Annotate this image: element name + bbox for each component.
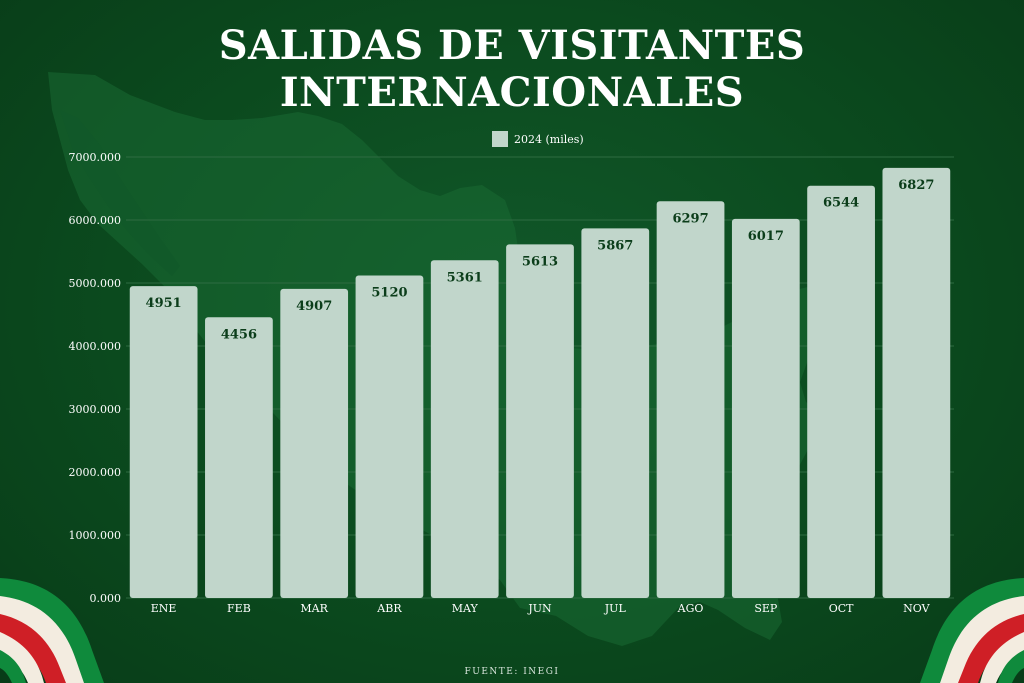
bar bbox=[205, 317, 273, 598]
chart-title: SALIDAS DE VISITANTES INTERNACIONALES bbox=[218, 22, 806, 116]
bar-value-label: 6017 bbox=[748, 229, 784, 244]
bar-value-label: 5361 bbox=[447, 270, 483, 285]
bar-value-label: 6544 bbox=[823, 196, 859, 211]
bar bbox=[280, 288, 349, 598]
y-tick-label: 6000.000 bbox=[69, 214, 122, 227]
y-axis-ticks: 0.000 1000.000 2000.000 3000.000 4000.000 500… bbox=[69, 151, 122, 605]
y-tick-label: 2000.000 bbox=[69, 466, 122, 479]
bars: 4951 4456 4907 5120 5361 5613 5867 6297 6017 6544… bbox=[129, 167, 951, 599]
bar bbox=[506, 244, 574, 599]
y-tick-label: 4000.000 bbox=[69, 340, 122, 353]
bar bbox=[656, 201, 725, 598]
bar bbox=[731, 218, 800, 598]
bar-value-label: 4456 bbox=[221, 327, 257, 342]
y-tick-label: 3000.000 bbox=[69, 403, 122, 416]
flag-ribbon-left bbox=[0, 578, 104, 683]
y-tick-label: 0.000 bbox=[90, 592, 122, 605]
x-tick-label: ENE bbox=[151, 602, 177, 615]
x-tick-label: AGO bbox=[677, 602, 704, 615]
y-tick-label: 7000.000 bbox=[69, 151, 122, 164]
x-tick-label: NOV bbox=[903, 602, 930, 615]
x-tick-label: ABR bbox=[376, 602, 402, 615]
legend-label: 2024 (miles) bbox=[514, 132, 584, 146]
legend: 2024 (miles) bbox=[492, 131, 584, 147]
x-tick-label: JUN bbox=[527, 602, 552, 615]
x-tick-label: JUL bbox=[604, 602, 627, 615]
bar-value-label: 6827 bbox=[898, 178, 934, 193]
y-tick-label: 5000.000 bbox=[69, 277, 122, 290]
bar bbox=[581, 228, 650, 598]
bar bbox=[807, 185, 875, 598]
source-note: FUENTE: INEGI bbox=[464, 667, 560, 677]
x-tick-label: FEB bbox=[227, 602, 251, 615]
flag-ribbon-right bbox=[920, 578, 1024, 683]
bar bbox=[355, 275, 424, 598]
bar-value-label: 5120 bbox=[371, 285, 407, 300]
bar-value-label: 4951 bbox=[146, 296, 182, 311]
bar-value-label: 6297 bbox=[672, 211, 708, 226]
x-tick-label: MAR bbox=[300, 602, 328, 615]
x-tick-label: SEP bbox=[754, 602, 778, 615]
bar bbox=[882, 167, 951, 599]
x-axis-ticks: ENE FEB MAR ABR MAY JUN JUL AGO SEP OCT NOV bbox=[151, 602, 931, 615]
bar bbox=[430, 260, 499, 598]
bar bbox=[129, 286, 198, 598]
x-tick-label: OCT bbox=[829, 602, 854, 615]
bar-value-label: 5867 bbox=[597, 238, 633, 253]
bar-value-label: 5613 bbox=[522, 254, 558, 269]
baja-peninsula-silhouette bbox=[60, 110, 180, 276]
x-tick-label: MAY bbox=[452, 602, 479, 615]
legend-swatch bbox=[492, 131, 508, 147]
bar-value-label: 4907 bbox=[296, 299, 332, 314]
y-tick-label: 1000.000 bbox=[69, 529, 122, 542]
